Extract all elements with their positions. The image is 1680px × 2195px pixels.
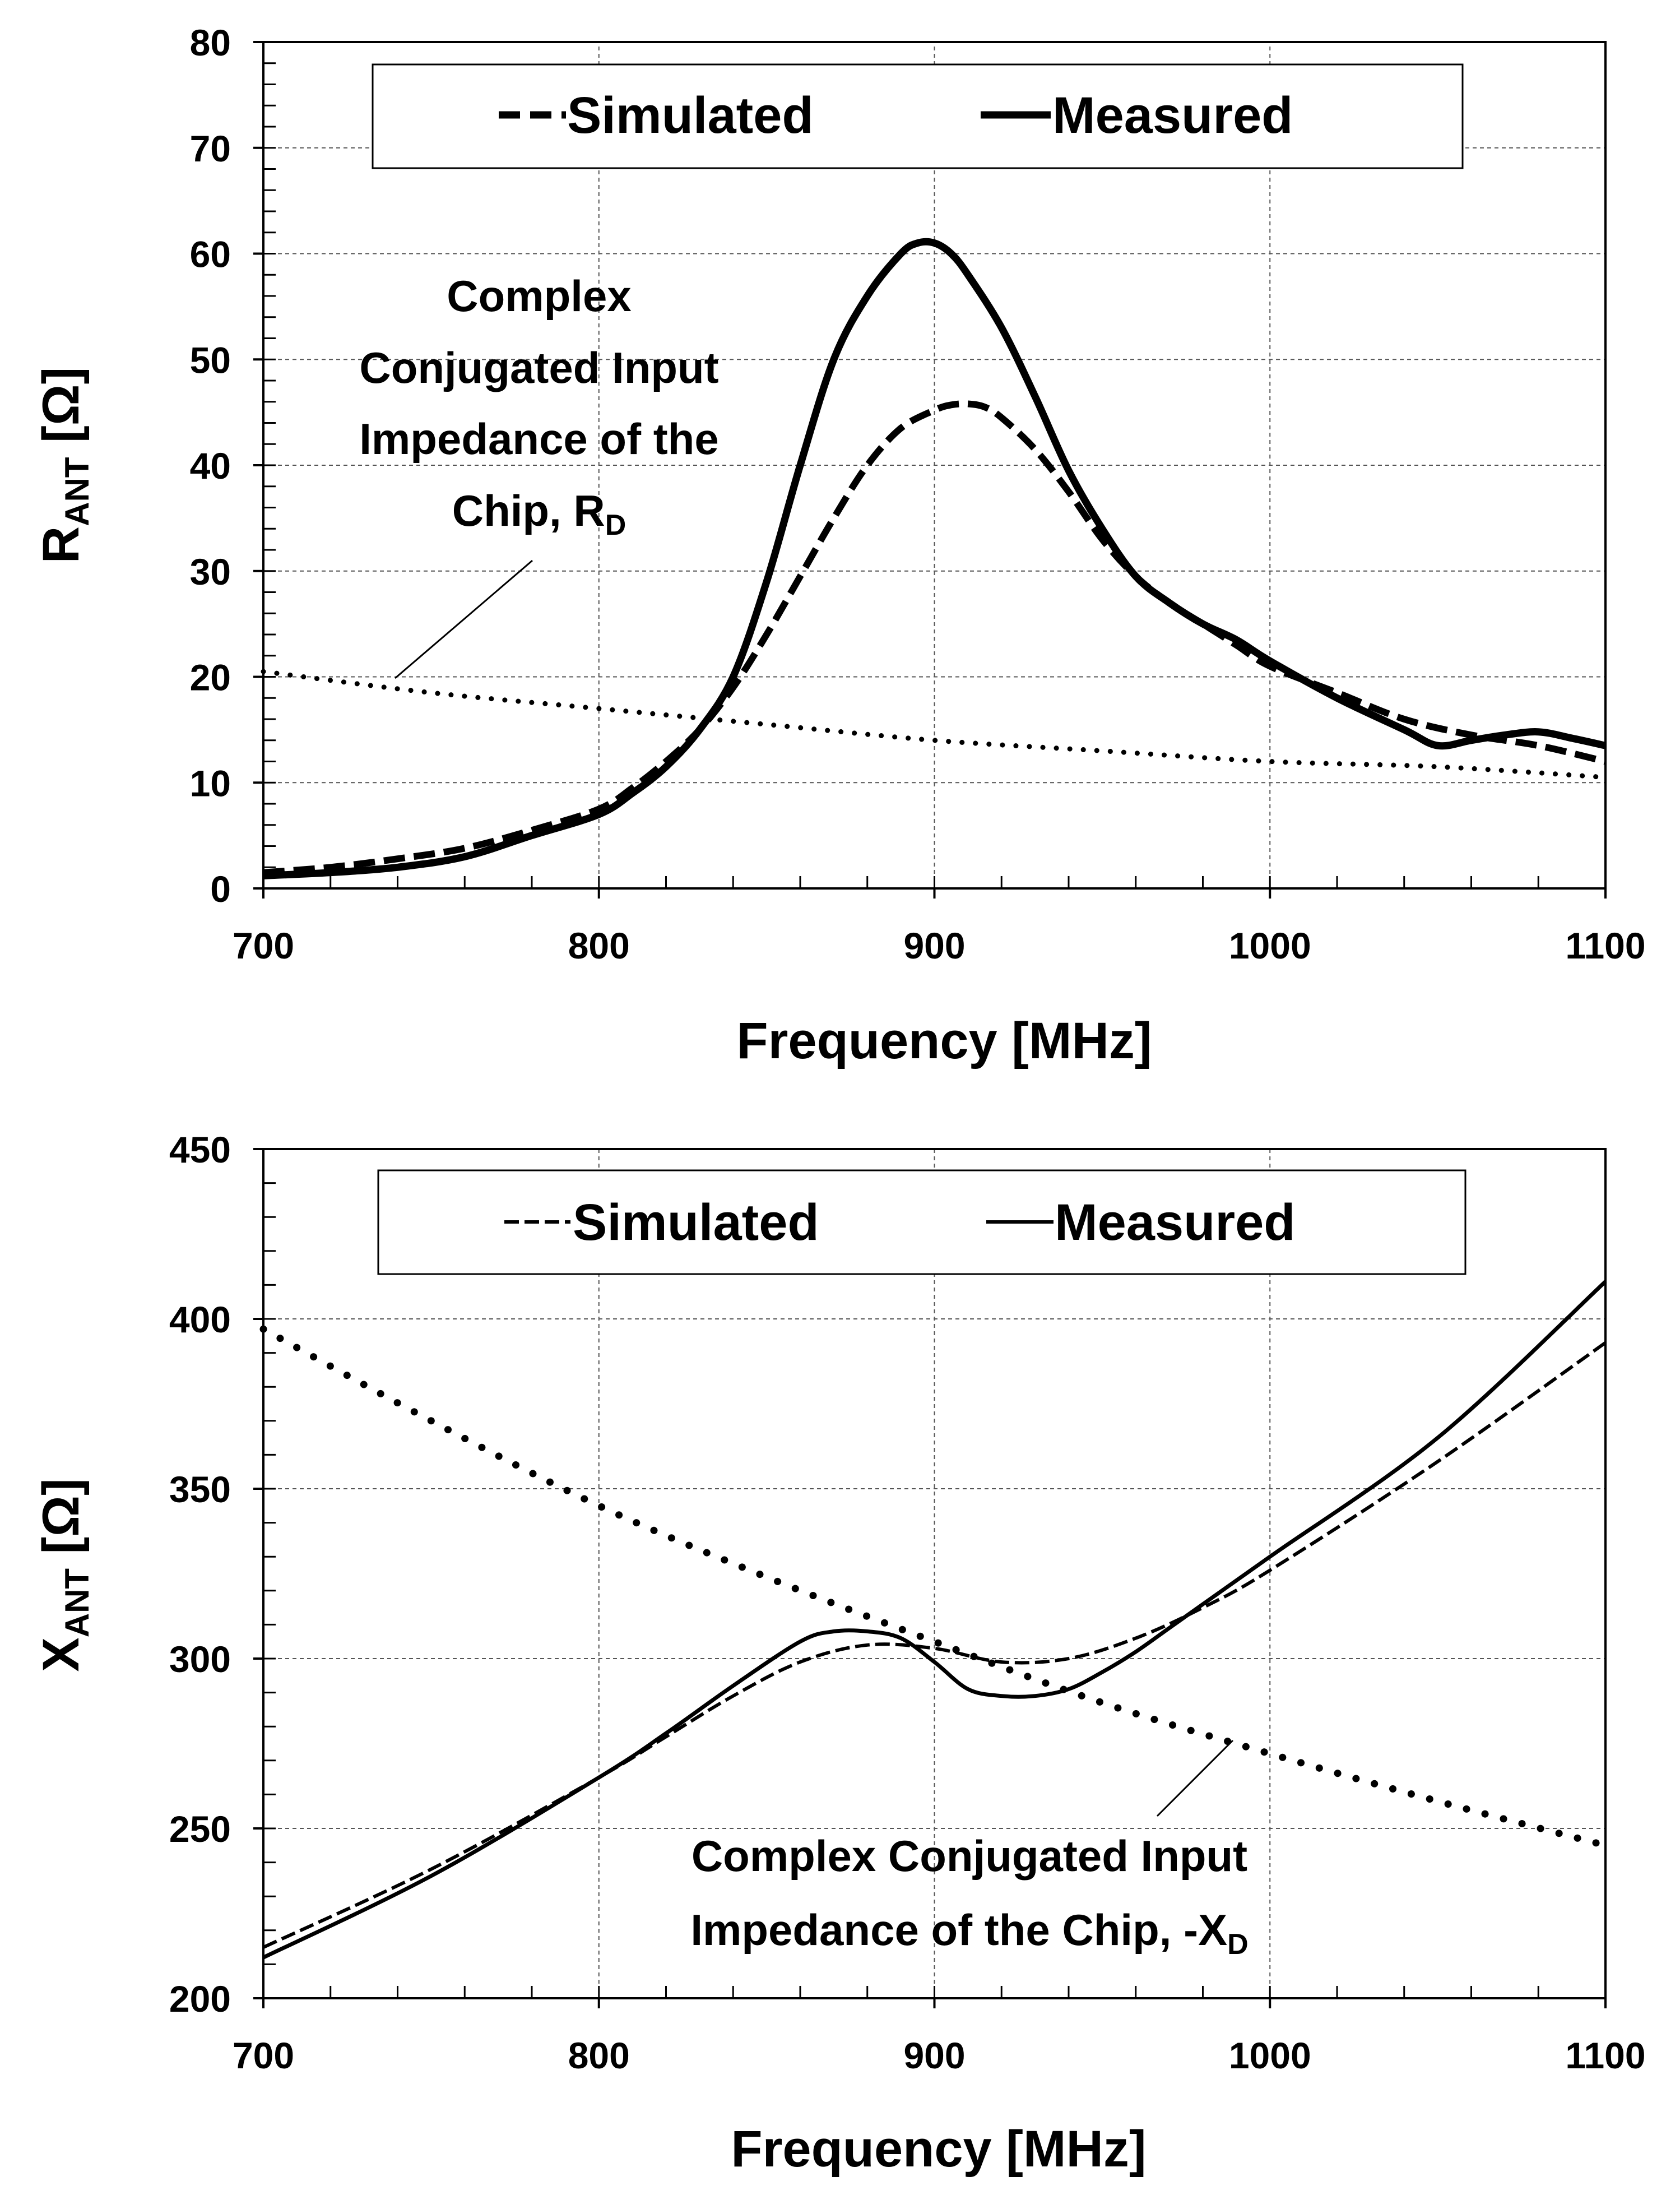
top-y-tick-label-60: 60 <box>190 234 231 275</box>
chart-top-legend: Simulated Measured <box>372 63 1464 169</box>
chart-top-tick-labels: 700 800 900 1000 1100 0 10 20 30 40 50 60 70 80 <box>190 22 1646 966</box>
chart-top-annotation-line-4-main: Chip, R <box>452 486 605 535</box>
chart-top-annotation-line-1: Complex <box>447 271 631 321</box>
chart-bottom-legend-box <box>377 1169 1466 1275</box>
chart-bottom-reactance: 700 800 900 1000 1100 200 250 300 350 400 450 Simu… <box>33 1129 1646 2178</box>
chart-top-y-title-tail: [Ω] <box>33 367 90 457</box>
chart-bottom-legend: Simulated Measured <box>377 1169 1466 1275</box>
chart-top-annotation-line-2: Conjugated Input <box>359 343 718 392</box>
chart-bottom-annotation-line-2-main: Impedance of the Chip, -X <box>690 1905 1227 1955</box>
top-x-tick-label-700: 700 <box>233 925 294 966</box>
chart-top-series <box>261 238 1608 879</box>
top-y-tick-label-0: 0 <box>210 868 231 910</box>
top-y-tick-label-40: 40 <box>190 445 231 487</box>
chart-bottom-annotation-line-2: Impedance of the Chip, -XD <box>690 1905 1248 1961</box>
chart-top-tick-marks <box>253 41 1607 899</box>
top-y-tick-label-70: 70 <box>190 128 231 169</box>
chart-top-y-title-sub: ANT <box>58 457 96 526</box>
chart-bottom-x-axis-title: Frequency [MHz] <box>731 2120 1146 2178</box>
chart-bottom-legend-simulated-label: Simulated <box>573 1194 819 1251</box>
top-x-tick-label-1100: 1100 <box>1565 925 1645 966</box>
top-y-tick-label-80: 80 <box>190 22 231 63</box>
chart-bottom-series <box>259 1280 1609 1960</box>
chart-bottom-plot-frame <box>262 1148 1607 1999</box>
top-series-measured <box>263 238 1607 879</box>
bottom-y-tick-label-450: 450 <box>169 1129 231 1170</box>
bottom-y-tick-label-300: 300 <box>169 1638 231 1680</box>
bottom-y-tick-label-250: 250 <box>169 1808 231 1850</box>
bottom-y-tick-label-200: 200 <box>169 1978 231 2020</box>
chart-bottom-annotation-line-2-sub: D <box>1227 1928 1249 1961</box>
chart-bottom-tick-labels: 700 800 900 1000 1100 200 250 300 350 400 450 <box>169 1129 1646 2076</box>
bottom-x-tick-label-1000: 1000 <box>1229 2035 1311 2076</box>
top-y-tick-label-10: 10 <box>190 762 231 804</box>
top-y-tick-label-20: 20 <box>190 657 231 698</box>
chart-bottom-y-title-sub: ANT <box>58 1568 96 1637</box>
top-series-chip-impedance <box>261 669 1608 780</box>
chart-top-legend-measured-label: Measured <box>1052 87 1293 144</box>
chart-top-annotation-line-4-sub: D <box>605 509 626 541</box>
chart-bottom-annotation: Complex Conjugated Input Impedance of th… <box>690 1739 1249 1961</box>
chart-bottom-y-title-main: X <box>33 1637 90 1671</box>
chart-top-legend-simulated-label: Simulated <box>567 87 814 144</box>
bottom-x-tick-label-1100: 1100 <box>1565 2035 1645 2076</box>
top-x-tick-label-800: 800 <box>568 925 630 966</box>
chart-top-legend-box <box>372 63 1464 169</box>
top-y-tick-label-50: 50 <box>190 339 231 381</box>
bottom-y-tick-label-350: 350 <box>169 1469 231 1510</box>
top-y-tick-label-30: 30 <box>190 551 231 592</box>
chart-top-plot-frame <box>262 41 1607 890</box>
chart-top-y-title-main: R <box>33 526 90 563</box>
chart-top-x-axis-title: Frequency [MHz] <box>736 1012 1152 1069</box>
bottom-y-tick-label-400: 400 <box>169 1299 231 1340</box>
chart-top-annotation: Complex Conjugated Input Impedance of th… <box>359 271 719 679</box>
chart-bottom-y-axis-title: XANT [Ω] <box>33 1478 96 1671</box>
bottom-x-tick-label-900: 900 <box>903 2035 965 2076</box>
chart-bottom-legend-measured-label: Measured <box>1055 1194 1296 1251</box>
chart-top-y-axis-title: RANT [Ω] <box>33 367 96 563</box>
chart-top-annotation-line-3: Impedance of the <box>359 414 718 464</box>
chart-top-annotation-line-4: Chip, RD <box>452 486 626 541</box>
chart-top-annotation-leader <box>395 559 533 679</box>
chart-top-resistance: 700 800 900 1000 1100 0 10 20 30 40 50 60 70 80 Simul… <box>33 22 1646 1069</box>
chart-bottom-annotation-line-1: Complex Conjugated Input <box>692 1831 1247 1881</box>
chart-bottom-grid <box>263 1149 1605 1998</box>
chart-bottom-y-title-tail: [Ω] <box>33 1478 90 1568</box>
bottom-series-measured <box>262 1280 1607 1960</box>
chart-bottom-tick-marks <box>253 1148 1607 2008</box>
chart-bottom-annotation-leader <box>1156 1739 1234 1817</box>
bottom-x-tick-label-700: 700 <box>233 2035 294 2076</box>
top-x-tick-label-1000: 1000 <box>1229 925 1311 966</box>
top-x-tick-label-900: 900 <box>903 925 965 966</box>
bottom-x-tick-label-800: 800 <box>568 2035 630 2076</box>
